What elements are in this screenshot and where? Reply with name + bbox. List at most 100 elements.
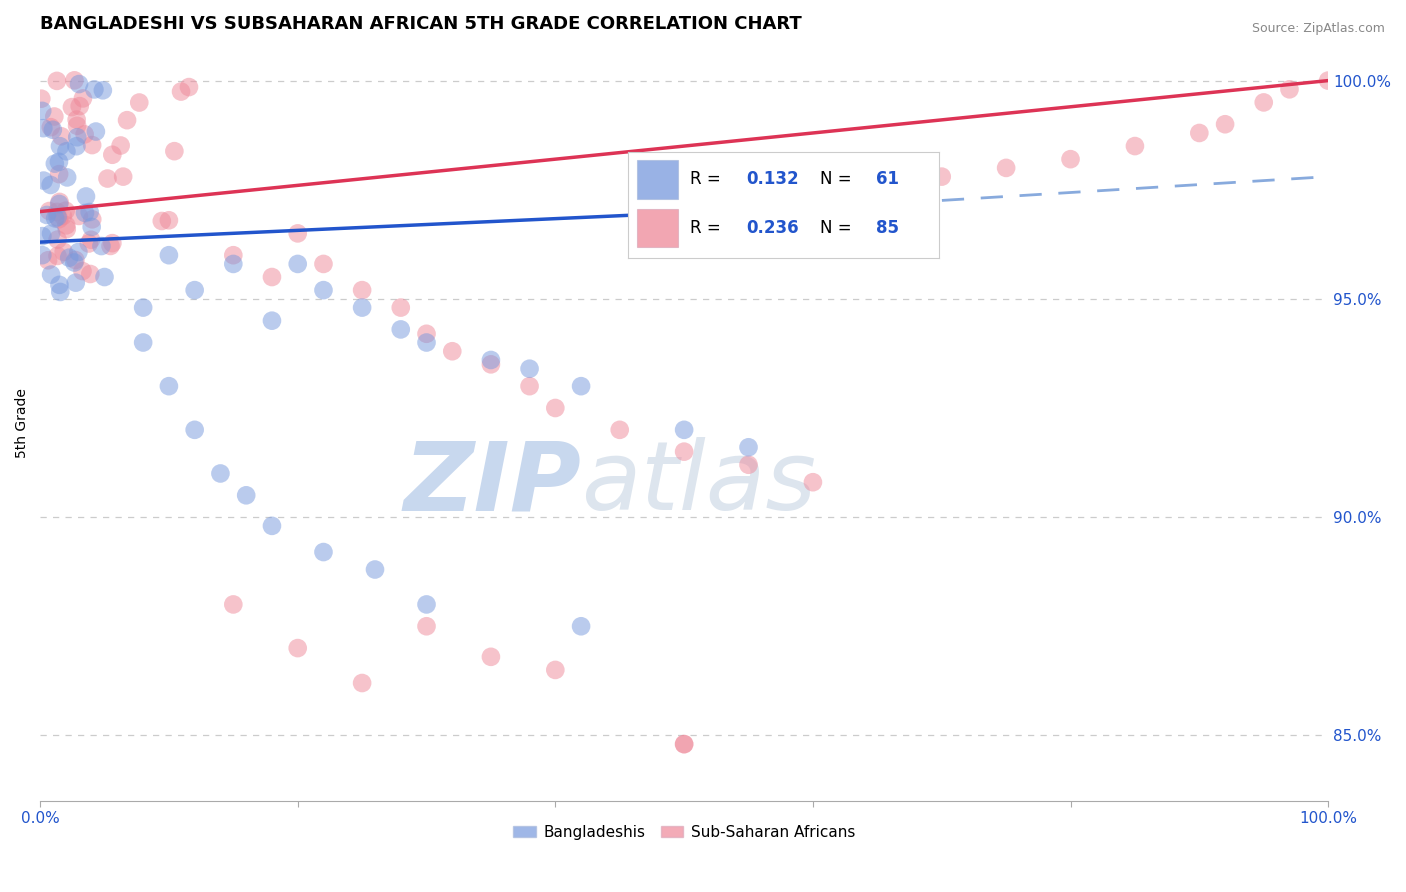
Point [73,206,96,220]
Point [52,209,75,223]
Bar [637,161,678,199]
Point [38,204,60,219]
Point [260,314,283,328]
Point [287,227,309,241]
Point [73,128,96,142]
Point [737,440,759,454]
Point [222,598,245,612]
Point [177,80,200,95]
Text: N =: N = [821,219,858,237]
Point [544,663,567,677]
Point [48,212,70,227]
Point [67,77,90,91]
Point [101,147,124,161]
Text: Source: ZipAtlas.com: Source: ZipAtlas.com [1251,22,1385,36]
Text: N =: N = [821,170,858,188]
Point [352,283,374,297]
Point [115,113,138,128]
Point [44,110,66,124]
Text: ZIP: ZIP [404,437,581,530]
Y-axis label: 5th Grade: 5th Grade [15,388,30,458]
Point [389,301,412,315]
Point [65,253,87,268]
Point [415,335,437,350]
Point [83,82,105,96]
Point [63,73,86,87]
Point [441,344,464,359]
Text: 0.236: 0.236 [747,219,799,237]
Point [364,562,387,576]
Point [132,301,155,315]
Bar [637,209,678,247]
Point [479,357,502,371]
Point [80,233,103,247]
Text: BANGLADESHI VS SUBSAHARAN AFRICAN 5TH GRADE CORRELATION CHART: BANGLADESHI VS SUBSAHARAN AFRICAN 5TH GR… [41,15,801,33]
Point [55,145,77,159]
Point [287,257,309,271]
Point [63,255,86,269]
Point [48,277,70,292]
Text: 85: 85 [876,219,900,237]
Point [287,641,309,656]
Point [72,264,94,278]
Point [66,112,89,127]
Point [100,239,122,253]
Point [66,130,89,145]
Point [45,74,67,88]
Point [79,267,101,281]
Point [52,244,75,259]
Point [46,210,69,224]
Point [1317,73,1340,87]
Point [673,423,696,437]
Point [77,236,100,251]
Text: 61: 61 [876,170,900,188]
Point [75,189,97,203]
Point [150,214,173,228]
Point [55,219,77,233]
Point [163,144,186,158]
Point [37,253,59,268]
Point [519,379,541,393]
Point [72,91,94,105]
Point [69,99,91,113]
Point [312,257,335,271]
Point [46,205,69,219]
Point [31,229,53,244]
Point [112,169,135,184]
Point [58,251,80,265]
Text: R =: R = [690,219,725,237]
Point [48,194,70,209]
Point [415,598,437,612]
Point [84,124,107,138]
Point [569,619,592,633]
Point [673,737,696,751]
Text: R =: R = [690,170,725,188]
Point [82,212,104,227]
Point [31,103,53,118]
Point [260,519,283,533]
Point [170,85,193,99]
Point [110,138,132,153]
Point [60,100,83,114]
Point [39,120,62,135]
Point [352,676,374,690]
Point [31,248,53,262]
Point [30,92,52,106]
Point [128,95,150,110]
Point [389,322,412,336]
Point [55,203,77,218]
Point [93,270,115,285]
Point [569,379,592,393]
Legend: Bangladeshis, Sub-Saharan Africans: Bangladeshis, Sub-Saharan Africans [506,819,862,847]
Point [1059,152,1081,166]
Point [82,138,104,153]
Point [65,139,87,153]
Point [222,257,245,271]
Point [479,649,502,664]
Text: 0.132: 0.132 [747,170,799,188]
Point [1123,139,1146,153]
Point [35,208,58,222]
Point [39,227,62,241]
Point [79,205,101,219]
Point [801,475,824,490]
